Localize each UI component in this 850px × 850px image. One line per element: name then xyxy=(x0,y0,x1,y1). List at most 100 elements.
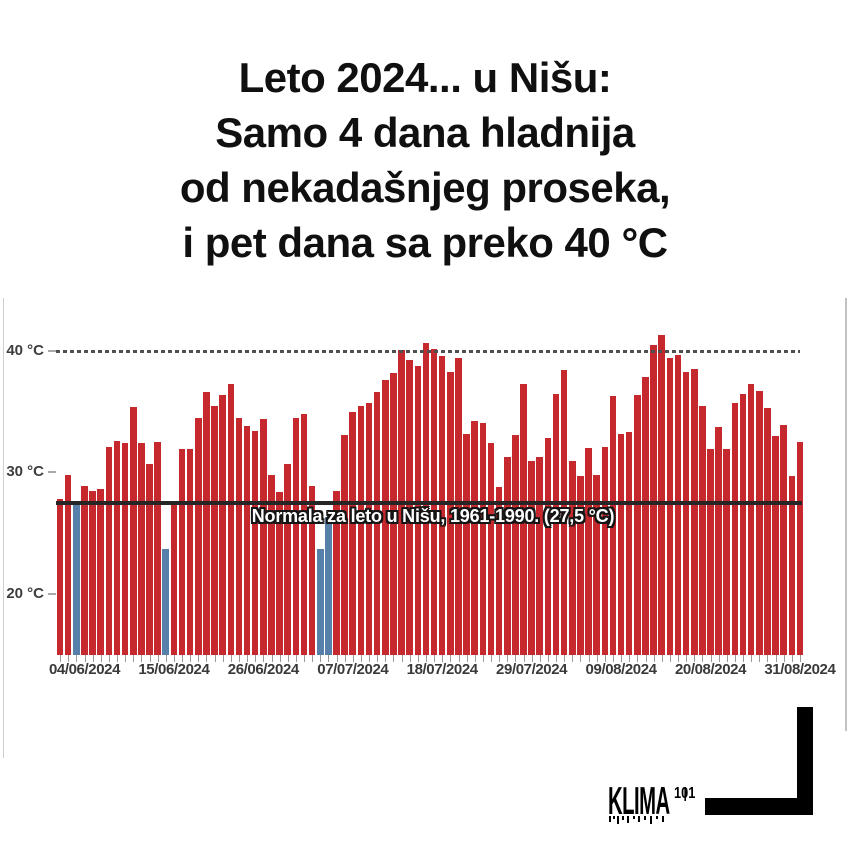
x-tick-label: 18/07/2024 xyxy=(406,661,478,678)
logo-drip xyxy=(662,816,664,822)
temp-bar xyxy=(349,411,357,655)
temp-bar xyxy=(178,449,186,655)
axis-tick xyxy=(556,655,557,662)
axis-tick xyxy=(360,655,362,662)
temp-bar xyxy=(780,425,787,655)
axis-tick xyxy=(482,655,484,662)
axis-tick xyxy=(328,655,330,662)
temp-bar xyxy=(463,433,470,655)
x-tick-label: 15/06/2024 xyxy=(138,661,210,678)
temp-bar xyxy=(585,448,592,655)
axis-tick xyxy=(190,655,192,662)
temp-bar xyxy=(422,342,430,655)
y-tick-label: 30 °C xyxy=(6,463,44,481)
title-line-2-regular: Samo xyxy=(215,109,339,156)
axis-tick xyxy=(133,655,135,662)
temp-bar xyxy=(56,499,64,655)
klima101-logo-superscript: 101 xyxy=(674,785,695,803)
temp-bar-below-normal xyxy=(316,548,324,655)
axis-tick xyxy=(596,655,598,662)
axis-tick xyxy=(767,655,769,662)
temp-bar xyxy=(536,456,544,655)
temp-bar xyxy=(699,405,706,655)
klima101-logo: KLIMA 101 xyxy=(608,780,718,830)
plot-left-border xyxy=(3,298,4,758)
axis-tick xyxy=(60,655,62,662)
axis-tick xyxy=(263,655,265,662)
x-tick-label: 29/07/2024 xyxy=(496,661,568,678)
title-line-2: Samo 4 dana hladnija xyxy=(0,105,850,160)
corner-bracket-horizontal xyxy=(705,798,813,815)
axis-tick xyxy=(612,655,614,662)
axis-tick xyxy=(669,655,671,662)
temp-bar xyxy=(219,394,226,655)
temp-bar xyxy=(682,371,690,655)
temp-bar xyxy=(666,358,674,655)
temp-bar xyxy=(186,449,194,655)
temp-bar xyxy=(788,475,796,655)
axis-tick xyxy=(287,655,289,662)
axis-tick xyxy=(344,655,346,662)
axis-tick xyxy=(255,655,257,662)
temp-bar xyxy=(146,463,153,655)
logo-drip xyxy=(609,816,611,822)
logo-sup-1: 1 xyxy=(674,785,682,802)
temp-bar-below-normal xyxy=(325,517,332,655)
temp-bar xyxy=(634,394,641,655)
temp-bar xyxy=(381,380,389,655)
axis-tick xyxy=(165,655,167,662)
temp-bar xyxy=(284,463,292,655)
axis-tick xyxy=(507,655,509,662)
axis-tick xyxy=(466,655,468,662)
temp-bar xyxy=(447,371,454,655)
temp-bar xyxy=(365,403,373,655)
temp-bar-below-normal xyxy=(73,503,80,655)
axis-tick xyxy=(198,655,200,662)
temp-bar xyxy=(81,485,88,655)
temp-bar xyxy=(601,446,609,655)
y-tick-dash xyxy=(48,350,56,352)
axis-tick xyxy=(434,655,436,662)
temp-bar xyxy=(373,392,381,655)
temp-bar xyxy=(113,440,121,655)
temp-bar xyxy=(414,365,422,655)
axis-tick xyxy=(702,655,704,662)
axis-tick xyxy=(417,655,419,662)
title-line-4: i pet dana sa preko 40 °C xyxy=(0,215,850,270)
axis-tick xyxy=(572,655,574,662)
temp-bar xyxy=(723,449,731,655)
temp-bar xyxy=(227,383,235,655)
axis-tick xyxy=(580,655,582,662)
temp-bar xyxy=(495,486,503,655)
logo-drip xyxy=(638,816,640,822)
temp-bar xyxy=(479,422,487,655)
axis-tick xyxy=(491,655,492,662)
axis-tick xyxy=(442,655,444,662)
klima101-logo-word: KLIMA xyxy=(608,780,670,823)
temp-bar xyxy=(544,438,552,655)
title-line-4-bold: pet dana sa preko 40 °C xyxy=(204,219,668,266)
axis-tick xyxy=(369,655,370,662)
temp-bar xyxy=(731,403,739,655)
axis-tick xyxy=(312,655,314,662)
axis-tick xyxy=(637,655,639,662)
logo-drip xyxy=(644,816,646,820)
axis-tick xyxy=(694,655,696,662)
axis-tick xyxy=(238,655,240,662)
temp-bar xyxy=(390,372,397,655)
axis-tick xyxy=(799,655,801,662)
corner-bracket-vertical xyxy=(797,707,813,815)
logo-drip xyxy=(650,816,652,824)
axis-tick xyxy=(791,655,793,662)
temp-bar-below-normal xyxy=(162,548,170,655)
title-line-3: od nekadašnjeg proseka, xyxy=(179,164,671,211)
temp-bar xyxy=(747,383,755,655)
axis-tick xyxy=(100,655,102,662)
axis-tick xyxy=(621,655,623,662)
axis-tick xyxy=(653,655,655,662)
temp-bar xyxy=(560,370,568,655)
temp-bar xyxy=(268,474,275,655)
temp-bar xyxy=(552,393,560,655)
axis-tick xyxy=(92,655,94,662)
